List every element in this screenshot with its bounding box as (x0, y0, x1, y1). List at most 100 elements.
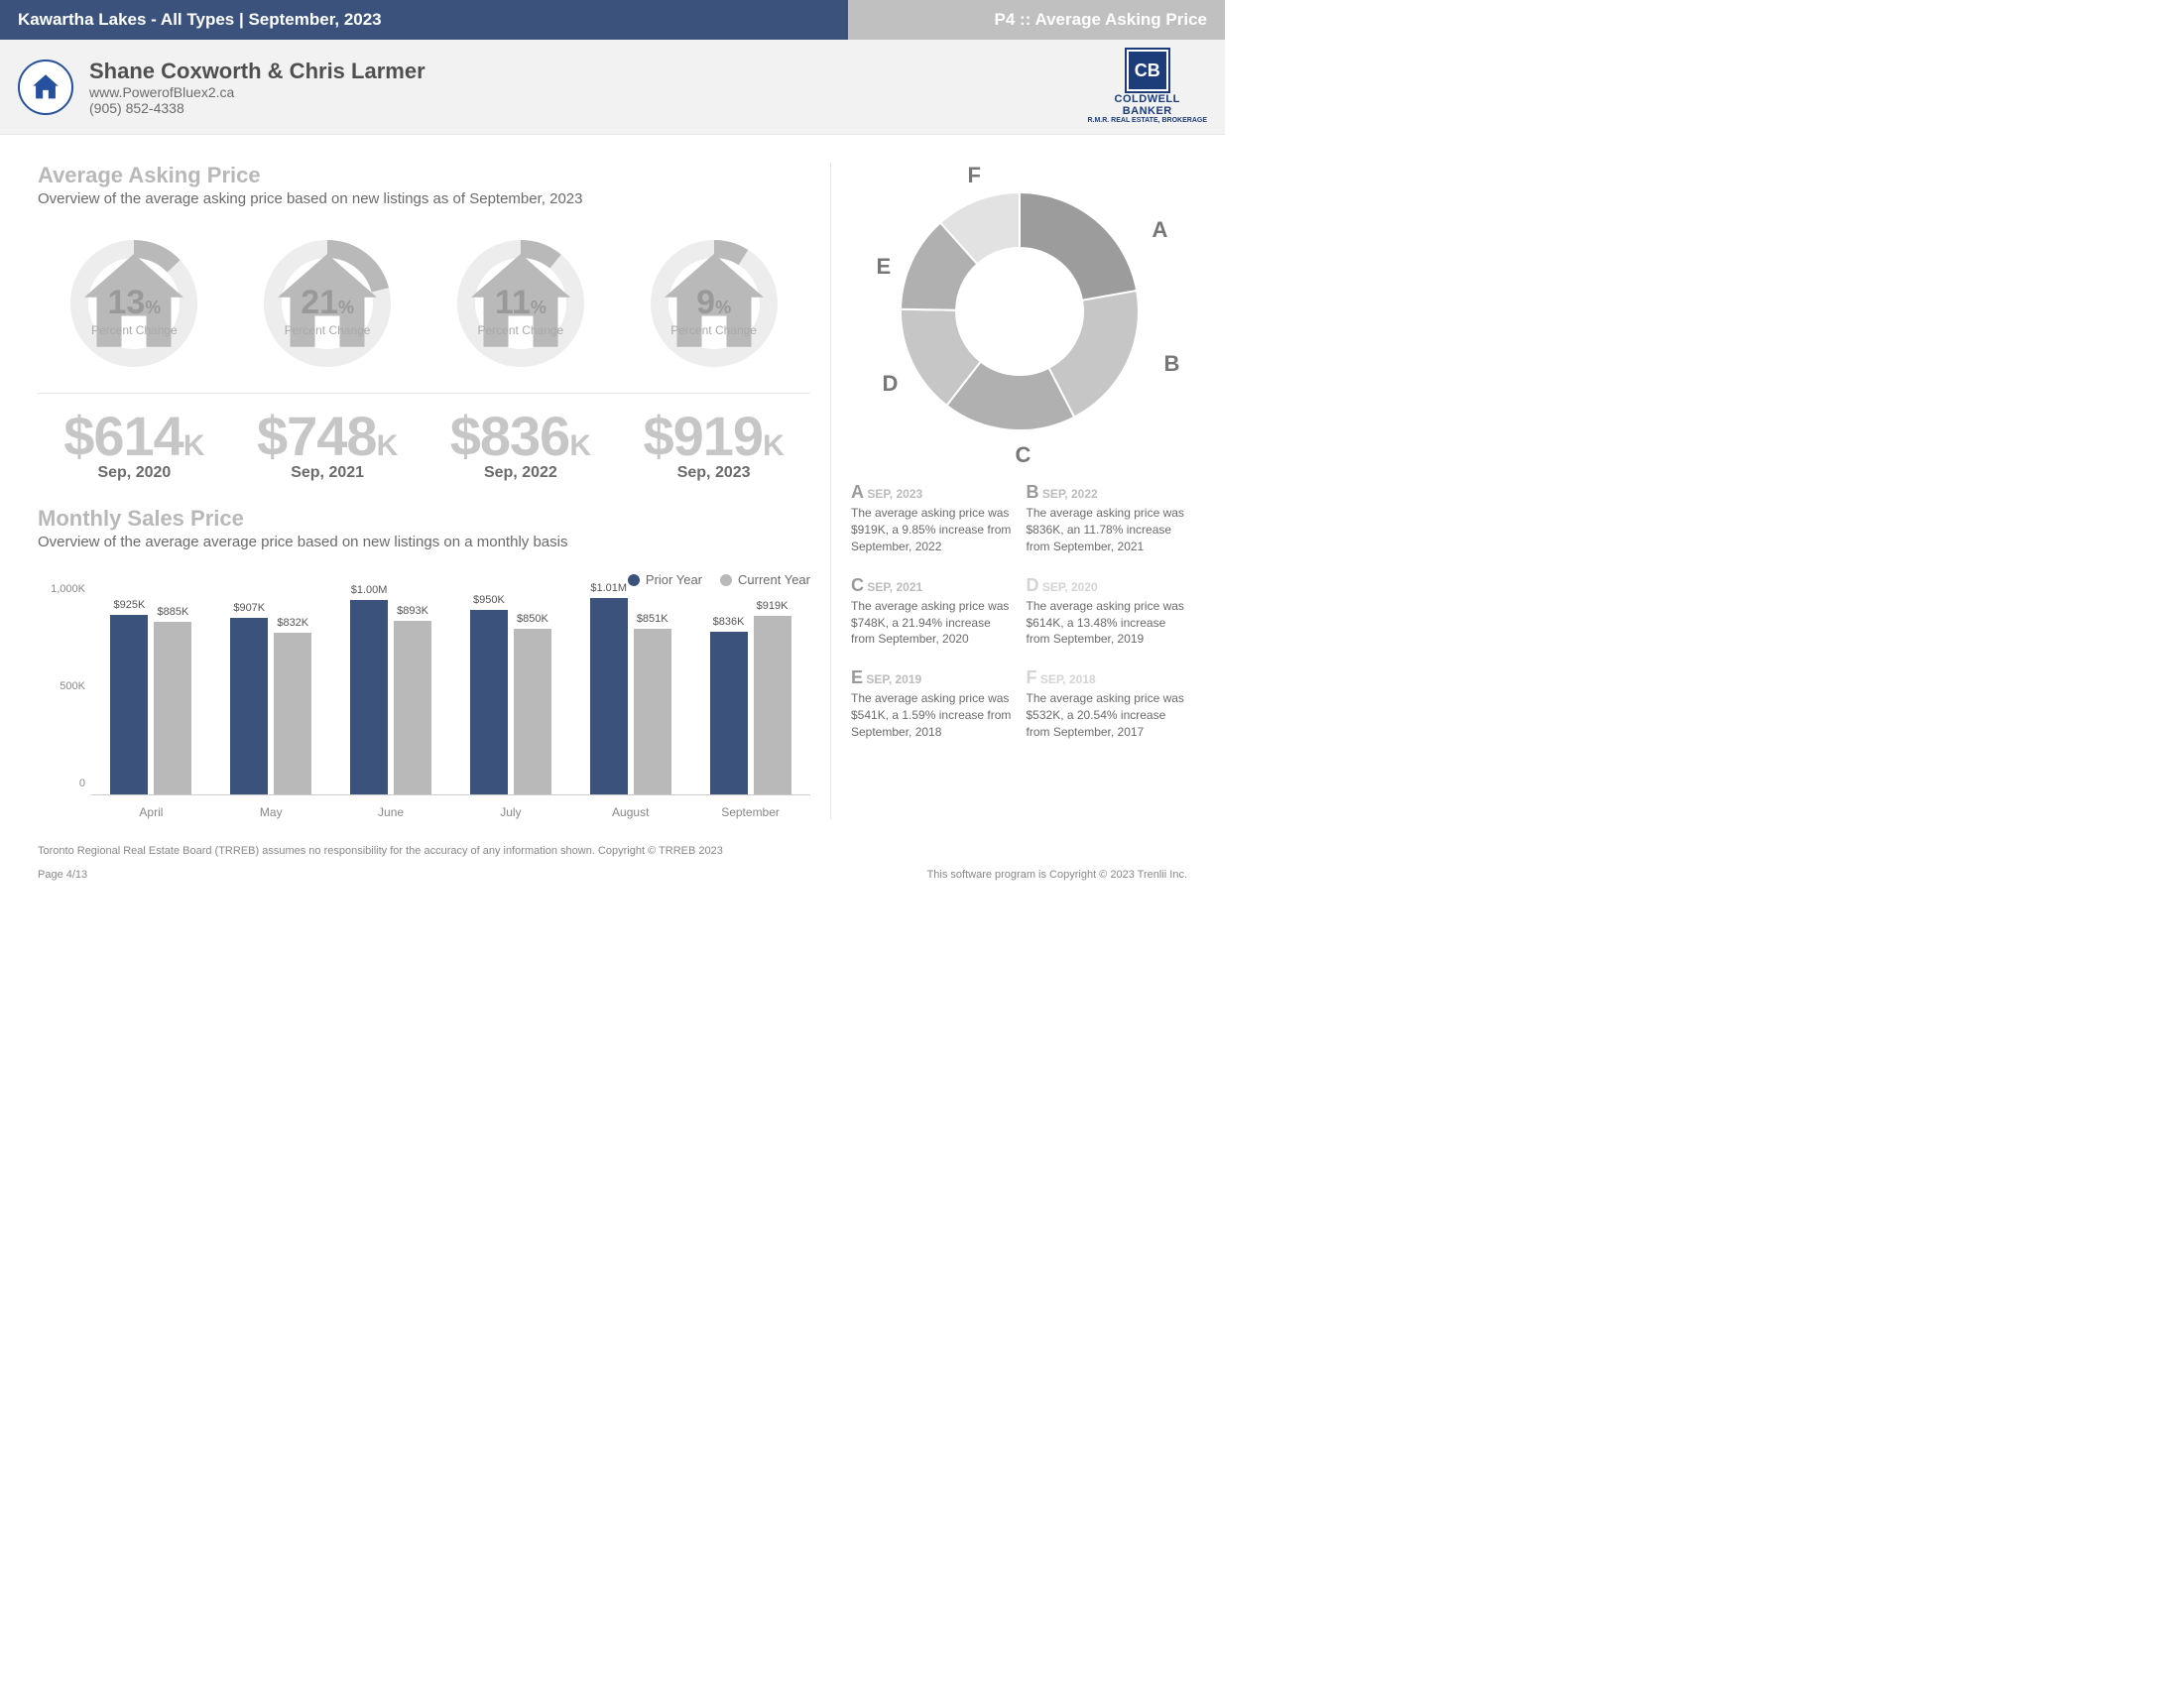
page-footer: Page 4/13 This software program is Copyr… (0, 861, 1225, 901)
summary-text: The average asking price was $614K, a 13… (1027, 598, 1188, 648)
gauge-percent: 11% (425, 284, 618, 322)
summary-date: SEP, 2018 (1040, 672, 1096, 686)
month-group: $1.00M $893K (331, 591, 451, 794)
bar-chart: 0500K1,000K $925K $885K $907K $832K $1.0… (38, 591, 810, 819)
bar-label: $893K (397, 605, 428, 617)
page-heading: P4 :: Average Asking Price (848, 0, 1225, 40)
bar-label: $885K (158, 606, 189, 618)
gauge: 11% Percent Change (425, 229, 618, 383)
y-axis: 0500K1,000K (38, 591, 91, 795)
bar-legend: Prior Year Current Year (38, 572, 810, 587)
x-label: September (690, 799, 810, 819)
donut-label: A (1153, 217, 1168, 243)
summary-key: F (1027, 667, 1037, 687)
price-cell: $836K Sep, 2022 (425, 404, 618, 482)
bar-label: $1.00M (351, 584, 388, 596)
summary-item: A SEP, 2023 The average asking price was… (851, 480, 1013, 555)
y-tick: 1,000K (51, 583, 85, 595)
price-cell: $614K Sep, 2020 (38, 404, 231, 482)
avg-asking-subtitle: Overview of the average asking price bas… (38, 190, 810, 207)
gauge-percent: 9% (617, 284, 810, 322)
price-value: $919K (617, 404, 810, 468)
donut-label: E (877, 254, 892, 280)
summary-item: E SEP, 2019 The average asking price was… (851, 665, 1013, 741)
summary-key: A (851, 482, 864, 502)
gauge-label: Percent Change (617, 323, 810, 337)
agent-logo (18, 60, 73, 115)
gauge-row: 13% Percent Change 21% Percent Change 11… (38, 229, 810, 383)
swatch-current-icon (720, 574, 732, 586)
bar-prior: $1.01M (590, 598, 628, 794)
price-cell: $748K Sep, 2021 (231, 404, 425, 482)
price-value: $748K (231, 404, 425, 468)
x-label: August (570, 799, 690, 819)
summary-item: C SEP, 2021 The average asking price was… (851, 573, 1013, 649)
x-axis: AprilMayJuneJulyAugustSeptember (91, 799, 810, 819)
page-number: Page 4/13 (38, 869, 87, 881)
price-row: $614K Sep, 2020 $748K Sep, 2021 $836K Se… (38, 393, 810, 482)
x-label: July (450, 799, 570, 819)
broker-logo: CB COLDWELL BANKER R.M.R. REAL ESTATE, B… (1087, 50, 1207, 124)
broker-line3: R.M.R. REAL ESTATE, BROKERAGE (1087, 117, 1207, 124)
summary-text: The average asking price was $836K, an 1… (1027, 505, 1188, 554)
summary-item: D SEP, 2020 The average asking price was… (1027, 573, 1188, 649)
agent-url: www.PowerofBluex2.ca (89, 84, 1071, 100)
x-label: June (331, 799, 451, 819)
summary-key: C (851, 575, 864, 595)
summary-item: F SEP, 2018 The average asking price was… (1027, 665, 1188, 741)
gauge: 21% Percent Change (231, 229, 425, 383)
bar-current: $851K (634, 629, 671, 794)
bar-current: $893K (394, 621, 431, 794)
bar-label: $836K (713, 616, 745, 628)
bar-current: $885K (154, 622, 191, 794)
month-group: $1.01M $851K (570, 591, 690, 794)
bar-label: $832K (277, 617, 308, 629)
copyright: This software program is Copyright © 202… (927, 869, 1187, 881)
broker-line2: BANKER (1087, 105, 1207, 117)
legend-prior: Prior Year (628, 572, 702, 587)
bar-label: $925K (114, 599, 146, 611)
bar-current: $919K (754, 616, 791, 794)
bar-prior: $1.00M (350, 600, 388, 794)
bar-label: $850K (517, 613, 548, 625)
donut-label: C (1016, 442, 1031, 468)
donut-label: D (883, 371, 899, 397)
summary-date: SEP, 2019 (866, 672, 921, 686)
price-value: $836K (425, 404, 618, 468)
agent-bar: Shane Coxworth & Chris Larmer www.Powero… (0, 40, 1225, 135)
bar-prior: $836K (710, 632, 748, 794)
house-icon (29, 70, 62, 104)
bar-label: $851K (637, 613, 668, 625)
summary-date: SEP, 2023 (867, 487, 922, 501)
monthly-subtitle: Overview of the average average price ba… (38, 534, 810, 550)
summary-key: E (851, 667, 863, 687)
donut-label: F (968, 163, 981, 188)
summary-date: SEP, 2020 (1042, 580, 1098, 594)
y-tick: 500K (60, 680, 85, 692)
y-tick: 0 (79, 778, 85, 789)
bar-label: $907K (233, 602, 265, 614)
price-value: $614K (38, 404, 231, 468)
bar-label: $919K (757, 600, 789, 612)
bar-current: $850K (514, 629, 551, 794)
swatch-prior-icon (628, 574, 640, 586)
summary-key: D (1027, 575, 1039, 595)
gauge: 9% Percent Change (617, 229, 810, 383)
legend-current: Current Year (720, 572, 810, 587)
bar-current: $832K (274, 633, 311, 794)
x-label: May (211, 799, 331, 819)
summary-date: SEP, 2022 (1042, 487, 1098, 501)
bar-label: $1.01M (590, 582, 627, 594)
broker-badge-icon: CB (1127, 50, 1168, 91)
bar-prior: $925K (110, 615, 148, 794)
summary-text: The average asking price was $919K, a 9.… (851, 505, 1013, 554)
bar-label: $950K (473, 594, 505, 606)
gauge-label: Percent Change (38, 323, 231, 337)
donut-svg (871, 163, 1168, 460)
top-bar: Kawartha Lakes - All Types | September, … (0, 0, 1225, 40)
gauge-label: Percent Change (231, 323, 425, 337)
footnote: Toronto Regional Real Estate Board (TRRE… (0, 831, 1225, 861)
summary-text: The average asking price was $541K, a 1.… (851, 690, 1013, 740)
legend-current-label: Current Year (738, 572, 810, 587)
month-group: $836K $919K (690, 591, 810, 794)
